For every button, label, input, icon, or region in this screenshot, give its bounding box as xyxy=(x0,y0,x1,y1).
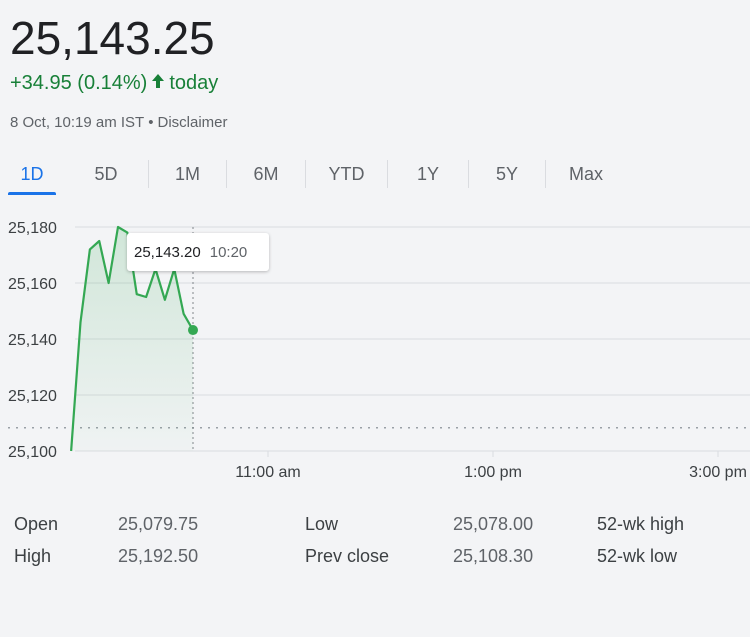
meta-separator: • xyxy=(148,114,154,131)
tab-divider xyxy=(468,160,469,188)
chart-tooltip: 25,143.20 10:20 xyxy=(127,233,269,271)
current-point-marker xyxy=(188,325,198,336)
price-chart[interactable]: 25,180 25,160 25,140 25,120 25,100 11:00 am 1:… xyxy=(0,205,750,485)
tab-1y[interactable]: 1Y xyxy=(416,163,440,184)
range-tabs: 1D 5D 1M 6M YTD 1Y 5Y Max xyxy=(0,156,750,195)
y-tick-label: 25,120 xyxy=(8,388,57,405)
y-tick-label: 25,100 xyxy=(8,444,57,461)
price-change: +34.95 (0.14%) today xyxy=(10,72,218,95)
tab-divider xyxy=(305,160,306,188)
current-price: 25,143.25 xyxy=(10,12,215,64)
stat-high-value: 25,192.50 xyxy=(118,546,199,566)
y-tick-label: 25,160 xyxy=(8,276,57,293)
tab-divider xyxy=(148,160,149,188)
tab-divider xyxy=(226,160,227,188)
stat-open-value: 25,079.75 xyxy=(118,514,199,534)
stat-open-label: Open xyxy=(14,514,59,534)
stat-prev-close-value: 25,108.30 xyxy=(453,546,534,566)
tooltip-value: 25,143.20 xyxy=(134,243,201,261)
timestamp: 8 Oct, 10:19 am IST xyxy=(10,114,145,131)
arrow-up-icon xyxy=(151,72,165,95)
tab-5y[interactable]: 5Y xyxy=(495,163,519,184)
quote-meta: 8 Oct, 10:19 am IST • Disclaimer xyxy=(10,114,228,131)
x-tick-label: 11:00 am xyxy=(235,464,301,481)
change-value: +34.95 (0.14%) xyxy=(10,72,148,94)
stat-52wk-high-label: 52-wk high xyxy=(597,514,685,534)
tab-6m[interactable]: 6M xyxy=(253,163,279,184)
series-area xyxy=(71,227,193,451)
tab-divider xyxy=(545,160,546,188)
tab-max[interactable]: Max xyxy=(568,163,603,184)
tooltip-time: 10:20 xyxy=(209,243,248,261)
stat-low-value: 25,078.00 xyxy=(453,514,534,534)
tab-ytd[interactable]: YTD xyxy=(328,163,365,184)
stat-low-label: Low xyxy=(305,514,339,534)
change-period: today xyxy=(169,72,219,94)
x-tick-label: 1:00 pm xyxy=(464,464,522,481)
stat-52wk-low-label: 52-wk low xyxy=(597,546,678,566)
tab-divider xyxy=(387,160,388,188)
tab-1d[interactable]: 1D xyxy=(0,157,64,195)
tab-1m[interactable]: 1M xyxy=(174,163,200,184)
stats-table: Open 25,079.75 High 25,192.50 Low 25,078… xyxy=(0,506,750,576)
stat-prev-close-label: Prev close xyxy=(305,546,390,566)
y-tick-label: 25,180 xyxy=(8,220,57,237)
x-tick-label: 3:00 pm xyxy=(689,464,747,481)
stat-high-label: High xyxy=(14,546,52,566)
disclaimer-link[interactable]: Disclaimer xyxy=(157,114,228,131)
tab-5d[interactable]: 5D xyxy=(94,163,118,184)
y-tick-label: 25,140 xyxy=(8,332,57,349)
